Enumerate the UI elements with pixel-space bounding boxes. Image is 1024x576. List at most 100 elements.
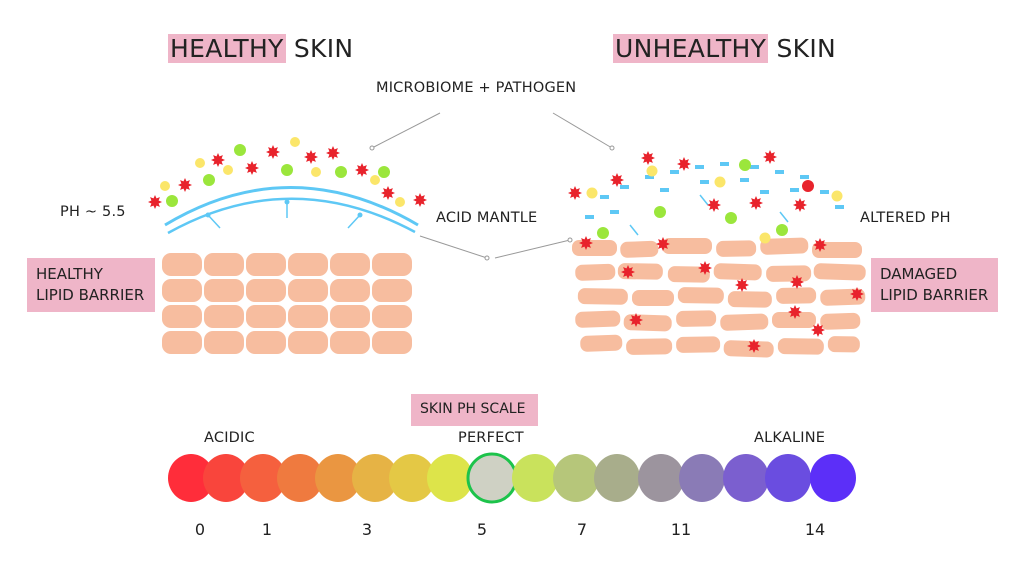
lipid-cell bbox=[162, 331, 202, 354]
healthy-lipid-barrier-label: HEALTHY LIPID BARRIER bbox=[27, 258, 155, 312]
lipid-cell bbox=[246, 253, 286, 276]
lipid-cell bbox=[330, 305, 370, 328]
pathogen-icon bbox=[790, 275, 804, 289]
pointer-line bbox=[419, 235, 488, 259]
lipid-cell bbox=[372, 331, 412, 354]
microbe-yellow bbox=[586, 187, 598, 199]
lipid-cell bbox=[330, 331, 370, 354]
microbe-green bbox=[776, 224, 788, 236]
pathogen-icon bbox=[568, 186, 582, 200]
lipid-cell bbox=[246, 279, 286, 302]
microbe-yellow bbox=[759, 232, 771, 244]
lipid-cell bbox=[372, 253, 412, 276]
microbiome-label: MICROBIOME + PATHOGEN bbox=[376, 80, 577, 96]
acidic-label: ACIDIC bbox=[204, 430, 255, 446]
pathogen-icon bbox=[707, 198, 721, 212]
mantle-fragment bbox=[835, 205, 844, 209]
ph-healthy-label: PH ~ 5.5 bbox=[60, 204, 126, 220]
damaged-lipid-cell bbox=[723, 340, 774, 358]
healthy-title-rest: SKIN bbox=[293, 34, 354, 63]
lipid-cell bbox=[330, 253, 370, 276]
lipid-cell bbox=[204, 253, 244, 276]
pathogen-icon bbox=[656, 237, 670, 251]
damaged-lipid-cell bbox=[772, 312, 816, 328]
microbe-green bbox=[203, 174, 215, 186]
ph-circle bbox=[389, 454, 435, 502]
damaged-lipid-cell bbox=[813, 263, 866, 281]
microbe-yellow bbox=[195, 158, 205, 168]
damaged-lipid-cell bbox=[716, 240, 757, 257]
pointer-line bbox=[552, 112, 613, 149]
pathogen-icon bbox=[788, 305, 802, 319]
pathogen-icon bbox=[641, 151, 655, 165]
pathogen-icon bbox=[735, 278, 749, 292]
damaged-lipid-cell bbox=[577, 288, 628, 305]
pointer-dot bbox=[369, 145, 375, 151]
damaged-lipid-cell bbox=[572, 240, 617, 256]
microbe-yellow bbox=[311, 167, 321, 177]
arrow-head bbox=[357, 212, 363, 218]
damaged-lipid-cell bbox=[580, 334, 623, 352]
arrow-icon bbox=[699, 194, 709, 206]
lipid-cell bbox=[288, 331, 328, 354]
lipid-cell bbox=[204, 279, 244, 302]
acid-mantle-arc bbox=[164, 186, 419, 227]
mantle-fragment bbox=[610, 210, 619, 214]
unhealthy-title-rest: SKIN bbox=[776, 34, 837, 63]
ph-circle bbox=[638, 454, 684, 502]
microbe-yellow bbox=[646, 165, 658, 177]
pathogen-icon bbox=[610, 173, 624, 187]
microbe-yellow bbox=[714, 176, 726, 188]
lipid-cell bbox=[330, 279, 370, 302]
pathogen-icon bbox=[621, 265, 635, 279]
ph-number: 14 bbox=[804, 520, 826, 539]
pathogen-icon bbox=[266, 145, 280, 159]
unhealthy-skin-title: UNHEALTHY SKIN bbox=[613, 30, 836, 67]
mantle-fragment bbox=[645, 175, 654, 179]
ph-circle bbox=[553, 454, 599, 502]
microbe-red bbox=[802, 180, 814, 192]
microbe-yellow bbox=[290, 137, 300, 147]
pathogen-icon bbox=[326, 146, 340, 160]
ph-circle bbox=[427, 454, 473, 502]
microbe-green bbox=[281, 164, 293, 176]
ph-circle-selected bbox=[466, 452, 518, 504]
ph-circle bbox=[168, 454, 214, 502]
pointer-dot bbox=[484, 255, 490, 261]
pathogen-icon bbox=[763, 150, 777, 164]
ph-number: 7 bbox=[576, 520, 588, 539]
ph-number: 3 bbox=[361, 520, 373, 539]
damaged-lipid-cell bbox=[626, 338, 673, 355]
ph-circle bbox=[679, 454, 725, 502]
mantle-fragment bbox=[760, 190, 769, 194]
alkaline-label: ALKALINE bbox=[754, 430, 826, 446]
damaged-lipid-cell bbox=[713, 263, 762, 281]
mantle-fragment bbox=[800, 175, 809, 179]
microbe-green bbox=[166, 195, 178, 207]
mantle-fragment bbox=[740, 178, 749, 182]
damaged-lipid-cell bbox=[676, 310, 717, 327]
arrow-head bbox=[284, 199, 290, 205]
mantle-fragment bbox=[820, 190, 829, 194]
healthy-barrier-line2: LIPID BARRIER bbox=[36, 286, 145, 304]
damaged-lipid-cell bbox=[820, 312, 861, 330]
ph-circle bbox=[315, 454, 361, 502]
lipid-cell bbox=[372, 305, 412, 328]
damaged-lipid-cell bbox=[760, 237, 809, 255]
ph-number: 1 bbox=[261, 520, 273, 539]
damaged-barrier-line2: LIPID BARRIER bbox=[880, 286, 989, 304]
ph-circle bbox=[277, 454, 323, 502]
ph-scale-title: SKIN PH SCALE bbox=[411, 394, 538, 426]
pointer-line bbox=[371, 112, 441, 149]
ph-number: 5 bbox=[476, 520, 488, 539]
ph-circle bbox=[203, 454, 249, 502]
mantle-fragment bbox=[750, 165, 759, 169]
mantle-fragment bbox=[620, 185, 629, 189]
damaged-lipid-cell bbox=[677, 287, 724, 304]
pathogen-icon bbox=[579, 236, 593, 250]
mantle-fragment bbox=[790, 188, 799, 192]
mantle-fragment bbox=[600, 195, 609, 199]
pathogen-icon bbox=[749, 196, 763, 210]
lipid-cell bbox=[204, 305, 244, 328]
arrow-icon bbox=[629, 224, 639, 236]
